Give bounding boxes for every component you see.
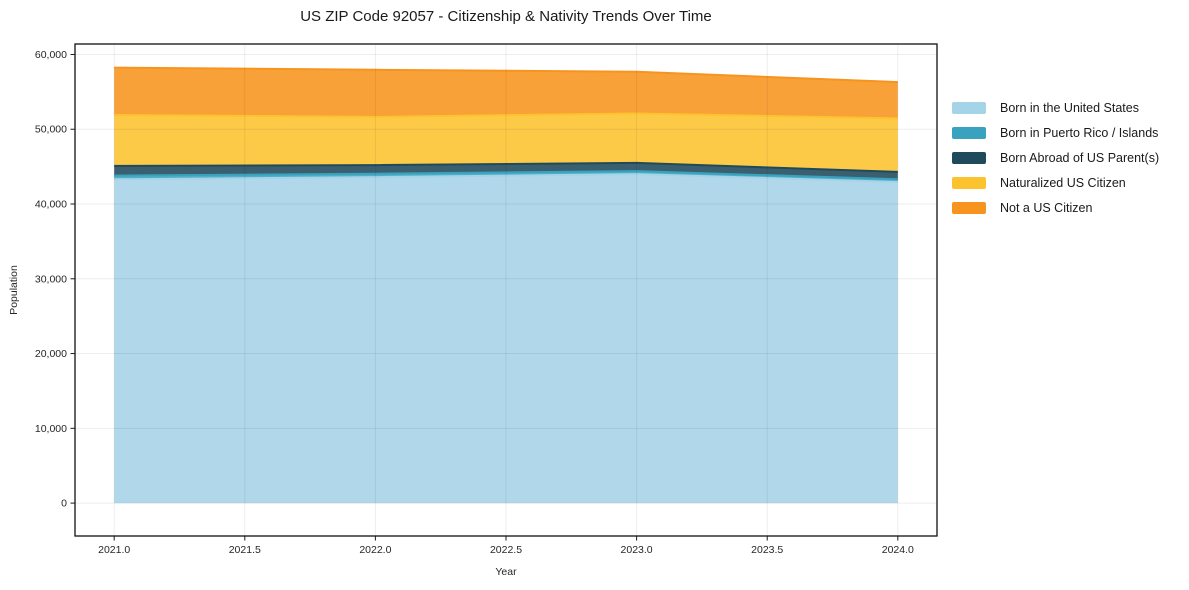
y-tick-label-1: 10,000 (35, 423, 67, 435)
legend-item-1: Born in Puerto Rico / Islands (952, 126, 1159, 140)
y-tick-label-0: 0 (61, 498, 67, 510)
legend-item-0: Born in the United States (952, 101, 1159, 115)
x-axis-label: Year (495, 566, 517, 578)
area-series-0 (114, 174, 898, 504)
legend-swatch-4 (952, 201, 986, 215)
legend-item-2: Born Abroad of US Parent(s) (952, 151, 1159, 165)
x-tick-label-5: 2023.5 (751, 544, 783, 556)
legend-label-4: Not a US Citizen (1000, 201, 1093, 215)
legend-swatch-0 (952, 101, 986, 115)
x-tick-label-0: 2021.0 (98, 544, 130, 556)
legend-label-0: Born in the United States (1000, 101, 1139, 115)
x-tick-label-6: 2024.0 (882, 544, 914, 556)
area-series-2 (114, 162, 898, 180)
chart-title: US ZIP Code 92057 - Citizenship & Nativi… (300, 8, 712, 25)
area-series-4 (114, 67, 898, 119)
legend-label-3: Naturalized US Citizen (1000, 176, 1126, 190)
legend-label-1: Born in Puerto Rico / Islands (1000, 126, 1159, 140)
x-tick-label-4: 2023.0 (621, 544, 653, 556)
x-tick-label-2: 2022.0 (359, 544, 391, 556)
legend: Born in the United States Born in Puerto … (952, 101, 1159, 215)
legend-item-4: Not a US Citizen (952, 201, 1159, 215)
legend-swatch-3 (952, 176, 986, 190)
legend-label-2: Born Abroad of US Parent(s) (1000, 151, 1160, 165)
legend-item-3: Naturalized US Citizen (952, 176, 1159, 190)
y-tick-label-4: 40,000 (35, 199, 67, 211)
x-tick-label-1: 2021.5 (229, 544, 261, 556)
x-tick-label-3: 2022.5 (490, 544, 522, 556)
legend-swatch-1 (952, 126, 986, 140)
area-edge-2 (114, 161, 898, 173)
y-tick-label-5: 50,000 (35, 124, 67, 136)
legend-swatch-2 (952, 151, 986, 165)
area-series-3 (114, 113, 898, 172)
y-tick-label-3: 30,000 (35, 273, 67, 285)
area-edge-4 (114, 66, 898, 84)
y-tick-label-2: 20,000 (35, 348, 67, 360)
area-edge-0 (114, 173, 898, 183)
y-axis-label: Population (8, 265, 20, 315)
area-edge-3 (114, 112, 898, 120)
y-tick-label-6: 60,000 (35, 49, 67, 61)
area-edge-1 (114, 170, 898, 181)
